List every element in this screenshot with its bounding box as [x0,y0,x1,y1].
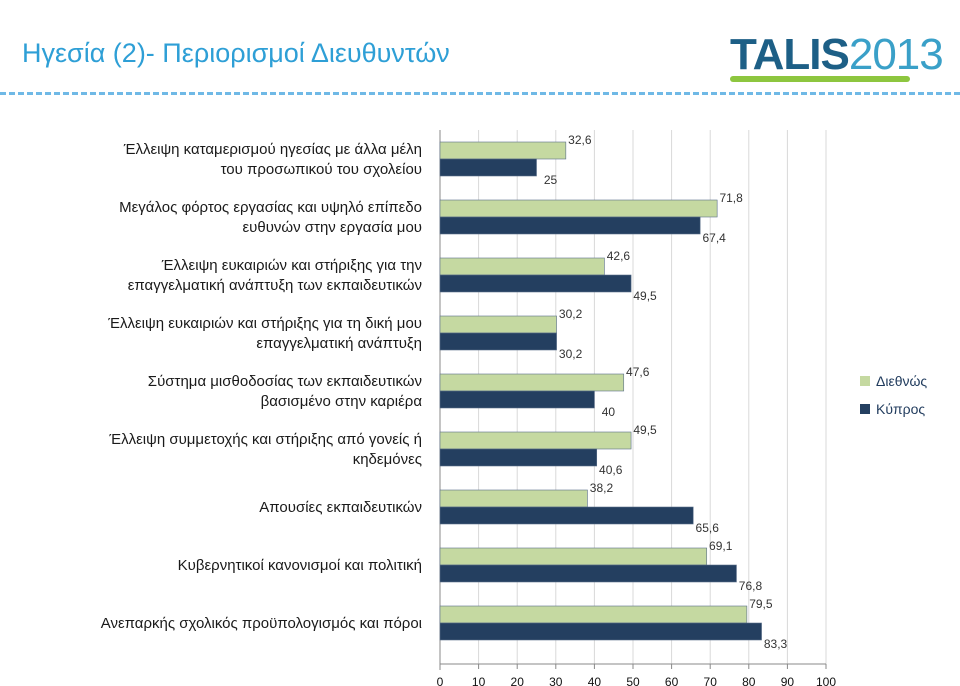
data-label: 79,5 [749,597,773,611]
bar-international [439,605,748,624]
x-tick-label: 10 [472,675,486,686]
category-label: Έλλειψη συμμετοχής και στήριξης από γονε… [108,431,422,448]
data-label: 83,3 [764,637,788,651]
data-label: 42,6 [607,249,631,263]
bar-cyprus [439,448,598,467]
page-title: Ηγεσία (2)- Περιορισμοί Διευθυντών [22,38,450,68]
legend-swatch [860,376,870,386]
data-label: 49,5 [633,289,657,303]
data-label: 49,5 [633,423,657,437]
data-label: 32,6 [568,133,592,147]
bar-cyprus [439,216,701,235]
bar-cyprus [439,622,762,641]
logo-swoosh [730,76,910,82]
bar-international [439,431,632,450]
x-tick-label: 70 [704,675,718,686]
category-label: του προσωπικού του σχολείου [221,161,422,178]
bar-cyprus [439,390,595,409]
talis-logo: TALIS2013 [730,28,950,88]
logo-text-talis: TALIS [730,30,850,79]
category-label: Έλλειψη ευκαιριών και στήριξης για την [161,257,422,274]
bar-international [439,199,718,218]
category-label: ευθυνών στην εργασία μου [242,219,422,236]
category-label: Απουσίες εκπαιδευτικών [259,499,422,516]
bar-cyprus [439,158,537,177]
data-label: 69,1 [709,539,733,553]
category-label: βασισμένο στην καριέρα [261,393,423,410]
category-label: Ανεπαρκής σχολικός προϋπολογισμός και πό… [101,615,422,632]
bar-chart: 0 10 20 30 40 50 60 70 80 90 100 Έλλειψη καταμερισμ… [101,130,927,686]
data-label: 40,6 [599,463,623,477]
x-tick-label: 80 [742,675,756,686]
category-label: Σύστημα μισθοδοσίας των εκπαιδευτικών [148,373,422,390]
bar-international [439,315,557,334]
data-label: 25 [544,173,558,187]
category-label: Κυβερνητικοί κανονισμοί και πολιτική [178,557,422,574]
legend-label: Κύπρος [876,401,925,417]
data-label: 67,4 [702,231,726,245]
data-label: 30,2 [559,307,583,321]
legend-label: Διεθνώς [876,373,927,389]
category-label: επαγγελματική ανάπτυξη [256,335,422,352]
bar-cyprus [439,506,694,525]
bar-international [439,373,625,392]
bar-cyprus [439,332,557,351]
category-label: Έλλειψη καταμερισμού ηγεσίας με άλλα μέλ… [123,141,422,158]
data-label: 40 [602,405,616,419]
data-label: 30,2 [559,347,583,361]
bar-international [439,547,708,566]
data-label: 65,6 [696,521,720,535]
x-tick-label: 30 [549,675,563,686]
data-label: 76,8 [739,579,763,593]
x-tick-label: 60 [665,675,679,686]
bar-international [439,489,588,508]
logo-text-year: 2013 [848,30,944,79]
data-label: 47,6 [626,365,650,379]
data-label: 38,2 [590,481,614,495]
category-label: Έλλειψη ευκαιριών και στήριξης για τη δι… [107,315,422,332]
bar-international [439,257,605,276]
category-label: Μεγάλος φόρτος εργασίας και υψηλό επίπεδ… [119,199,422,216]
title-divider [0,92,960,95]
x-tick-label: 0 [437,675,444,686]
x-tick-label: 20 [511,675,525,686]
x-tick-label: 100 [816,675,836,686]
data-label: 71,8 [719,191,743,205]
legend-swatch [860,404,870,414]
category-label: επαγγελματική ανάπτυξη των εκπαιδευτικών [128,277,422,294]
bar-cyprus [439,564,737,583]
x-tick-label: 40 [588,675,602,686]
x-tick-label: 90 [781,675,795,686]
bar-cyprus [439,274,632,293]
bar-international [439,141,567,160]
x-tick-label: 50 [626,675,640,686]
category-label: κηδεμόνες [353,451,422,468]
